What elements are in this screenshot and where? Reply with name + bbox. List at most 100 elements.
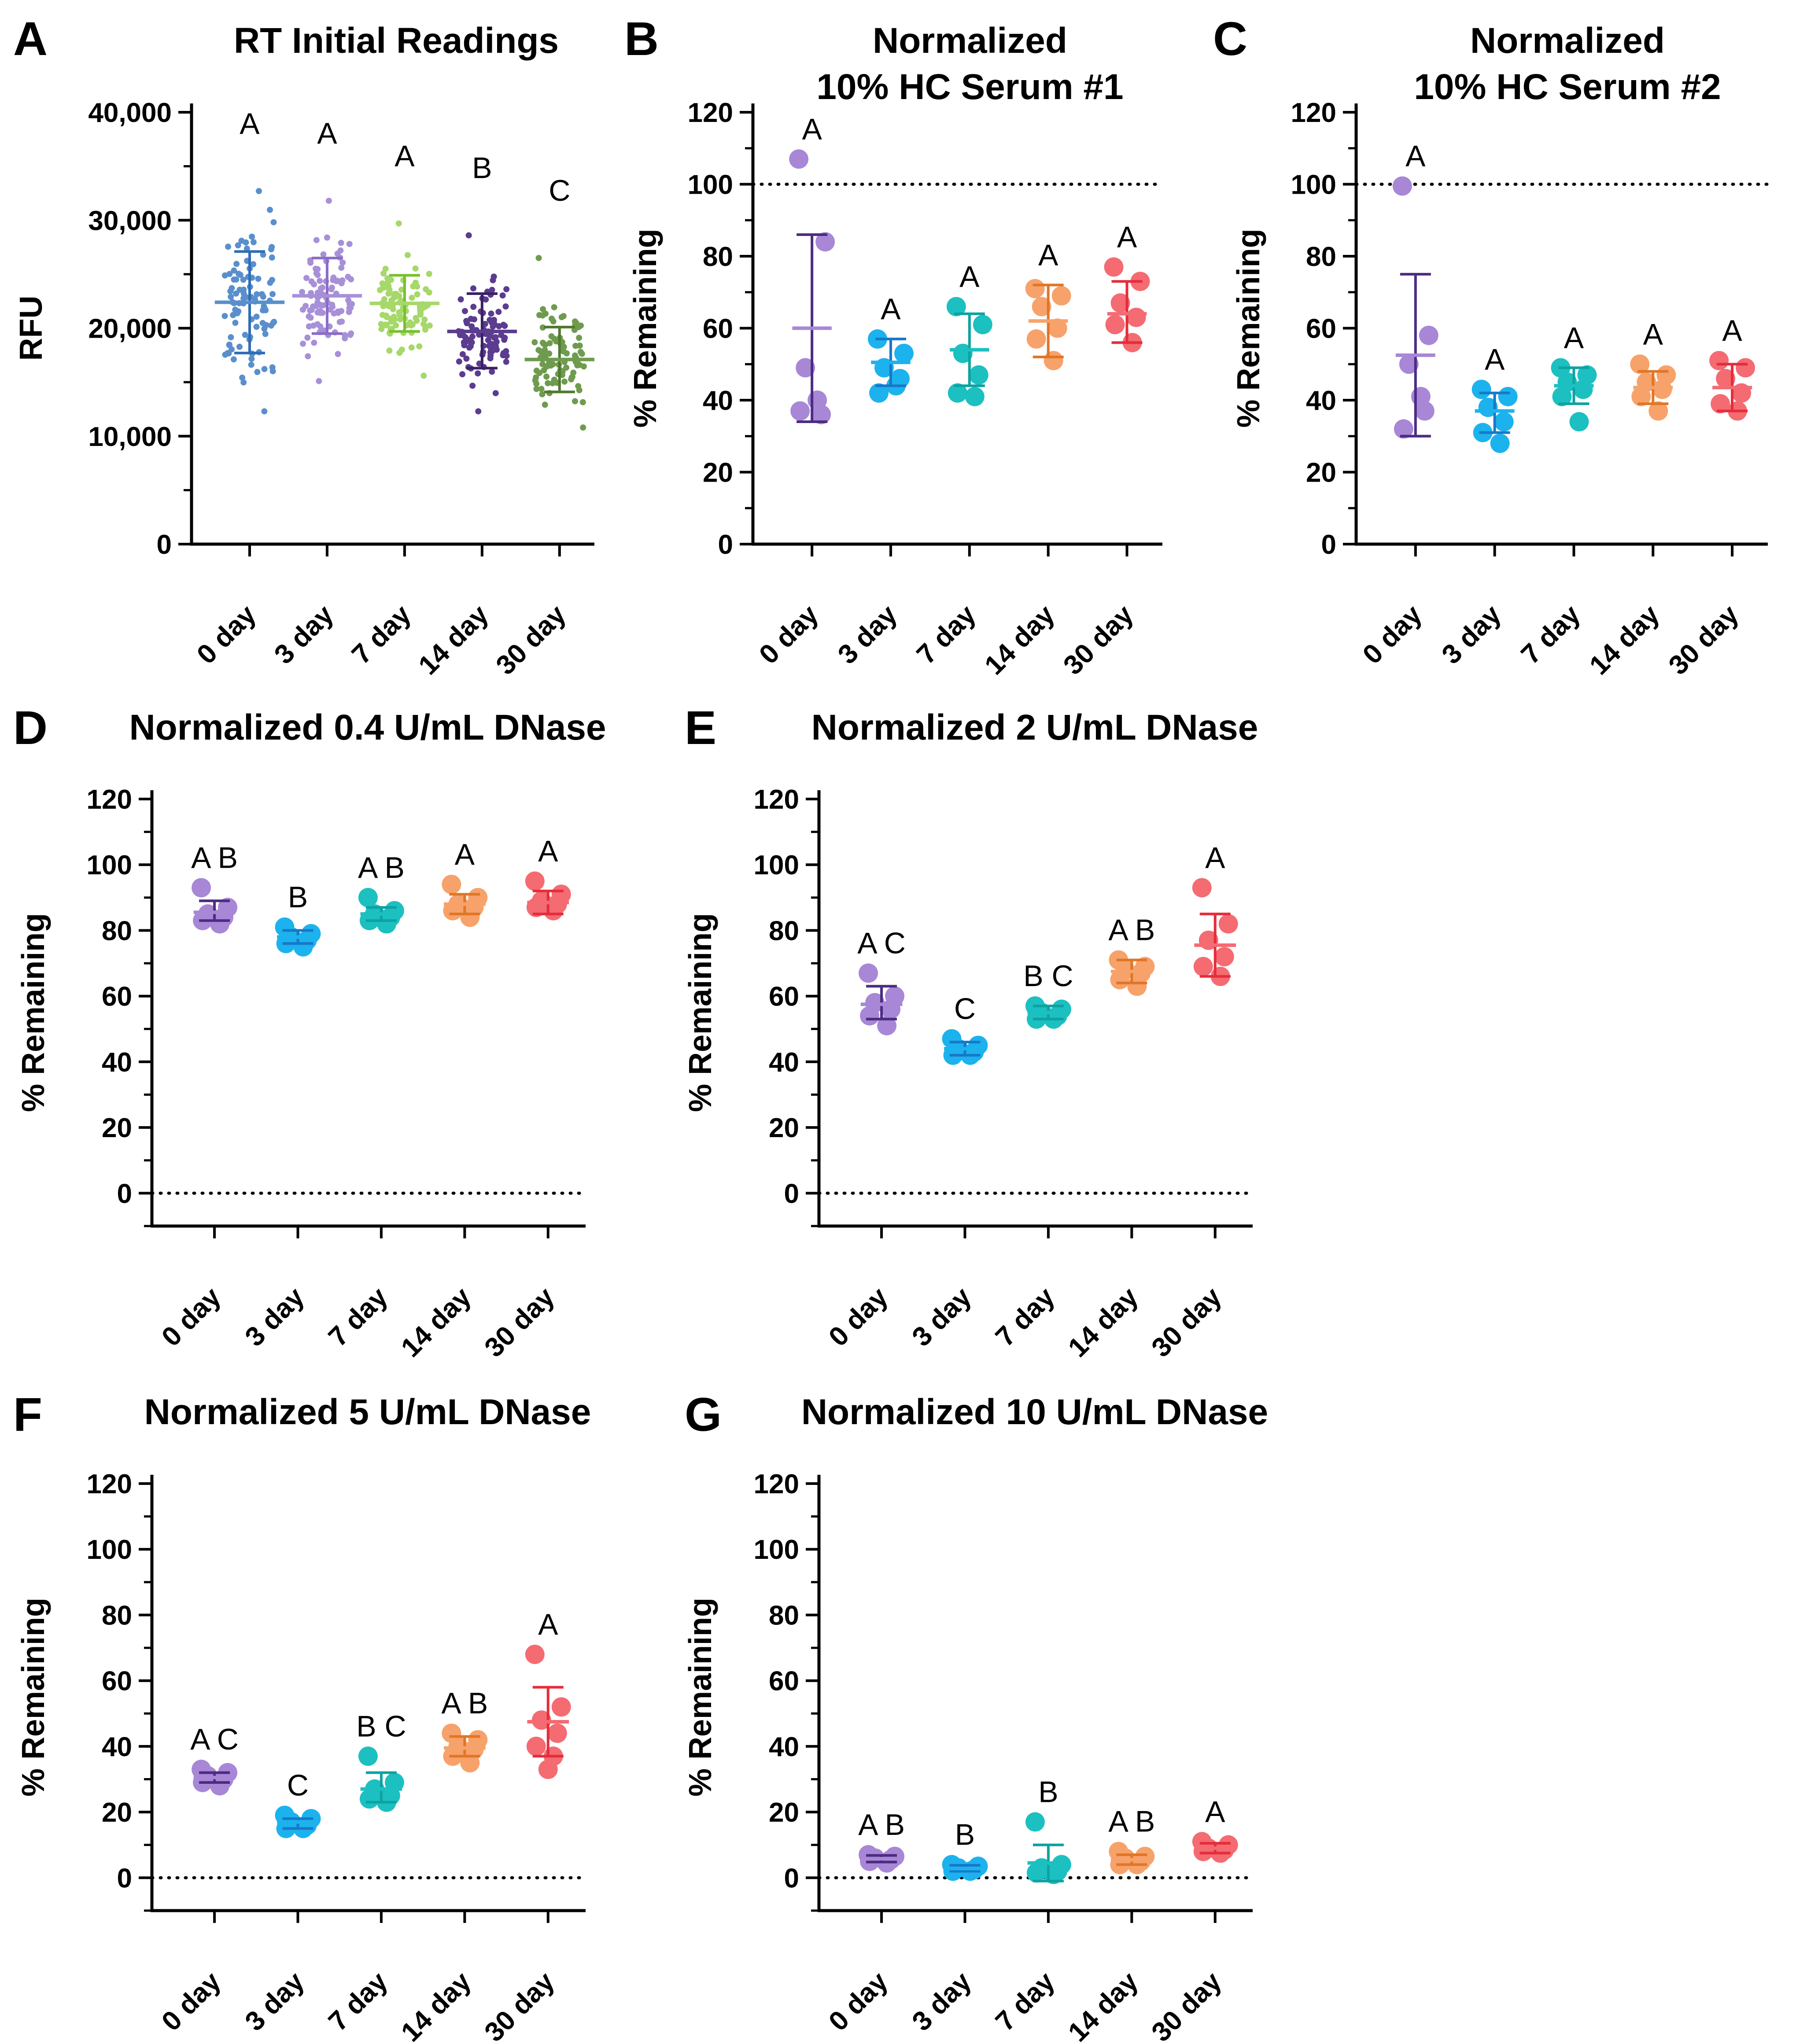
- data-point: [398, 287, 405, 293]
- data-point: [319, 284, 326, 291]
- series-14-day: A B 14 day: [1062, 1805, 1155, 2044]
- data-point: [466, 344, 473, 351]
- data-point: [546, 340, 553, 346]
- data-point: [390, 306, 396, 313]
- data-point: [239, 374, 246, 381]
- x-tick-label: 3 day: [239, 1282, 310, 1352]
- y-tick-label: 120: [87, 784, 132, 815]
- data-point: [568, 374, 575, 381]
- data-point: [1192, 878, 1212, 898]
- data-point: [192, 878, 211, 898]
- data-point: [240, 379, 247, 386]
- data-point: [489, 368, 495, 375]
- y-tick-label: 20,000: [88, 314, 172, 344]
- data-point: [572, 398, 578, 405]
- data-point: [536, 370, 543, 376]
- x-tick-label: 3 day: [906, 1282, 977, 1352]
- data-point: [230, 356, 237, 363]
- data-point: [261, 408, 268, 415]
- data-point: [576, 335, 583, 341]
- data-point: [490, 277, 496, 284]
- panel-title: 10% HC Serum #2: [1414, 67, 1721, 107]
- y-tick-label: 100: [754, 850, 799, 880]
- data-point: [494, 346, 500, 353]
- data-point: [342, 335, 348, 342]
- x-tick-label: 7 day: [346, 599, 417, 670]
- data-point: [328, 286, 335, 293]
- significance-letter: A: [802, 112, 822, 146]
- x-tick-label: 30 day: [479, 1282, 561, 1363]
- data-point: [503, 358, 509, 365]
- data-point: [973, 315, 992, 335]
- data-point: [232, 320, 239, 326]
- data-point: [388, 276, 395, 283]
- data-point: [575, 324, 582, 331]
- data-point: [380, 270, 387, 277]
- data-point: [790, 401, 810, 421]
- panel-letter: A: [13, 12, 48, 65]
- data-point: [471, 316, 477, 323]
- significance-letter: A C: [857, 926, 906, 960]
- data-point: [346, 241, 353, 247]
- series-7-day: B 7 day: [990, 1775, 1071, 2037]
- data-point: [489, 287, 495, 293]
- data-point: [1126, 307, 1146, 327]
- data-point: [269, 364, 276, 371]
- y-tick-label: 20: [102, 1113, 132, 1143]
- x-tick-label: 3 day: [269, 599, 339, 670]
- panel-c: C Normalized 10% HC Serum #2 % Remaining 0 20…: [1213, 12, 1770, 681]
- data-point: [1051, 286, 1071, 306]
- data-point: [269, 291, 276, 298]
- series-14-day: A 14 day: [979, 238, 1071, 681]
- data-point: [482, 320, 488, 327]
- data-point: [1399, 354, 1419, 374]
- panel-title: Normalized 0.4 U/mL DNase: [129, 707, 606, 748]
- data-point: [1573, 379, 1593, 399]
- significance-letter: C: [287, 1769, 309, 1802]
- data-point: [948, 383, 967, 403]
- y-tick-label: 120: [1291, 98, 1336, 128]
- data-point: [465, 232, 472, 239]
- data-point: [423, 286, 429, 293]
- data-point: [339, 259, 346, 266]
- data-point: [325, 198, 332, 204]
- data-point: [1105, 315, 1125, 335]
- data-point: [572, 318, 578, 325]
- significance-letter: A: [1117, 221, 1137, 254]
- data-point: [580, 363, 587, 370]
- data-point: [789, 149, 809, 169]
- significance-letter: A B: [1108, 1805, 1155, 1838]
- data-point: [576, 387, 583, 394]
- data-point: [250, 239, 257, 245]
- data-point: [238, 237, 245, 244]
- data-point: [503, 353, 510, 359]
- data-point: [545, 380, 551, 387]
- data-point: [490, 319, 497, 326]
- data-point: [393, 291, 399, 297]
- series-30-day: A 30 day: [1146, 1795, 1238, 2044]
- y-tick-label: 100: [87, 1535, 132, 1565]
- significance-letter: B: [1038, 1775, 1058, 1809]
- data-point: [463, 355, 470, 362]
- data-point: [348, 330, 354, 337]
- data-point: [1218, 914, 1238, 934]
- data-point: [525, 1645, 545, 1664]
- data-point: [492, 334, 499, 340]
- significance-letter: A B: [191, 841, 238, 874]
- x-tick-label: 3 day: [1436, 599, 1507, 670]
- data-point: [894, 343, 914, 363]
- data-point: [253, 313, 260, 320]
- data-point: [547, 1724, 567, 1743]
- data-point: [382, 265, 389, 272]
- data-point: [470, 285, 476, 292]
- significance-letter: A B: [441, 1687, 488, 1720]
- data-point: [398, 346, 405, 353]
- data-point: [1490, 434, 1510, 453]
- data-point: [543, 373, 550, 380]
- series-30-day: A 30 day: [1663, 314, 1755, 681]
- data-point: [1026, 1863, 1046, 1883]
- x-tick-label: 14 day: [979, 599, 1061, 681]
- x-tick-label: 14 day: [413, 599, 494, 681]
- data-point: [393, 322, 399, 329]
- data-point: [249, 233, 255, 240]
